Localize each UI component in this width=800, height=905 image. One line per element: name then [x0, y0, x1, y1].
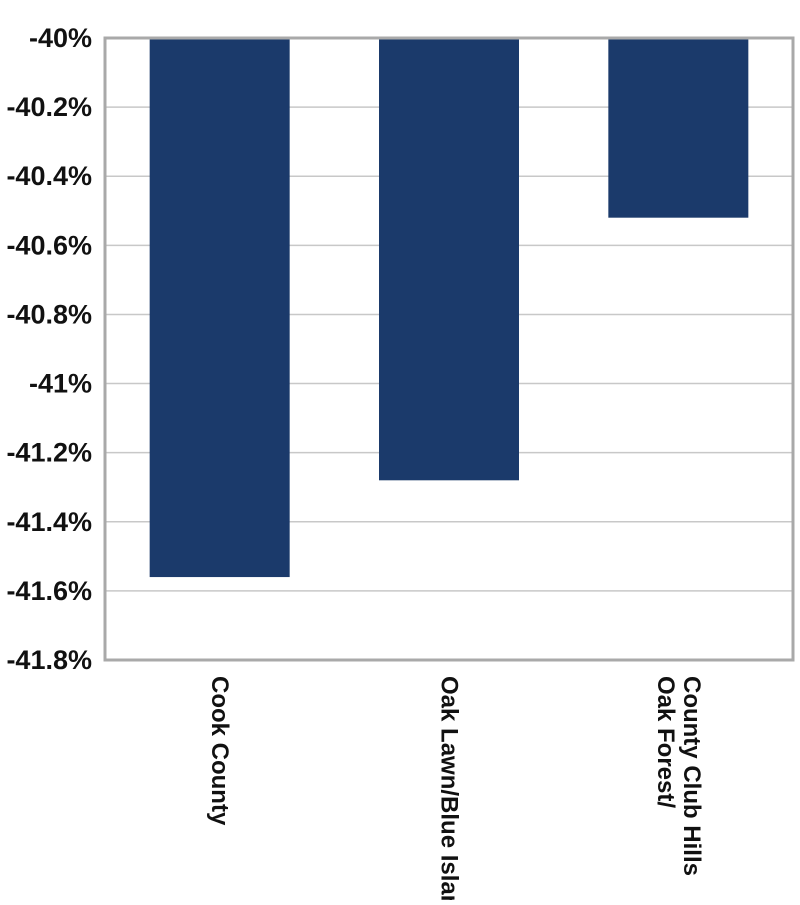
y-tick-label: -40.2% [6, 92, 92, 122]
bar [379, 38, 519, 481]
bar [149, 38, 290, 578]
x-category-label: Oak Forest/ [652, 676, 679, 808]
x-axis-category-labels: Cook County Oak Lawn/Blue Island Oak Fores… [206, 676, 705, 905]
x-category-label: County Club Hills [678, 676, 705, 876]
y-axis-tick-labels: -40% -40.2% -40.4% -40.6% -40.8% -41% -41.2% -4… [6, 23, 92, 675]
y-tick-label: -40.4% [6, 161, 92, 191]
y-tick-label: -41.6% [6, 576, 92, 606]
plot-area-frame [103, 36, 795, 662]
bars [149, 38, 749, 578]
x-category-label: Cook County [206, 676, 233, 826]
y-tick-label: -41% [29, 369, 92, 399]
y-tick-label: -41.8% [6, 645, 92, 675]
y-tick-label: -41.4% [6, 507, 92, 537]
y-tick-label: -40% [29, 23, 92, 53]
y-tick-label: -40.6% [6, 230, 92, 260]
y-tick-label: -41.2% [6, 438, 92, 468]
bar [608, 38, 749, 218]
x-category-label: Oak Lawn/Blue Island [436, 676, 463, 900]
y-tick-label: -40.8% [6, 299, 92, 329]
